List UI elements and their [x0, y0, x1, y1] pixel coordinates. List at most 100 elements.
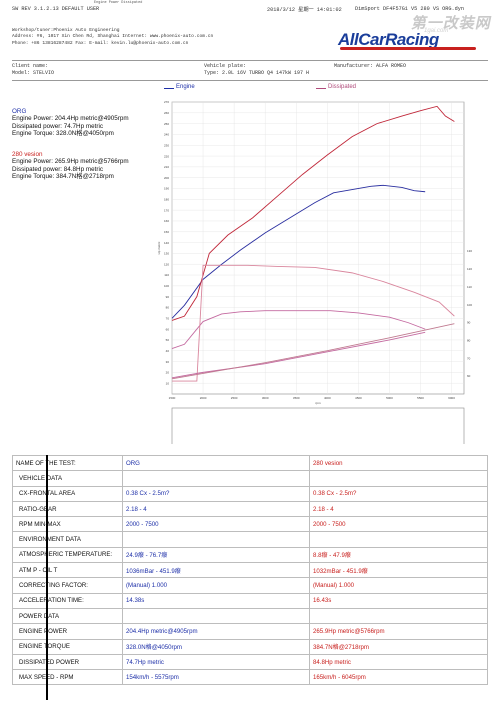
- row-value-280: [309, 531, 488, 548]
- section-label: VEHICLE DATA: [12, 470, 123, 487]
- series-line-org_loss: [171, 331, 426, 379]
- y-tick-label: 140: [164, 241, 169, 245]
- engine-tag: Engine Power Dissipated: [94, 1, 143, 5]
- series-line-v280_loss: [171, 323, 455, 380]
- dyno-chart: 10 20 30 40 50 60 70 80 90 100 110 120 130 140 150 160 1…: [157, 100, 472, 444]
- row-value-280: 265.9Hp metric@5766rpm: [309, 623, 488, 640]
- company-line-2: Address: #6, 1017 Xin Chen Rd, Shanghai …: [12, 34, 214, 40]
- row-value-280: [309, 470, 488, 487]
- report-filename: DimSport DF4F57G1 V5 280 VS ORG.dyn: [355, 6, 464, 12]
- vehicle-type: Type: 2.0L 16V TURBO Q4 147kW 197 H: [204, 70, 310, 76]
- row-label: ATMOSPHERIC TEMPERATURE:: [12, 546, 123, 564]
- summary-org-dissipated: Dissipated power: 74.7Hp metric: [12, 122, 103, 130]
- row-value-org: 2000 - 7500: [122, 516, 310, 533]
- plot-frame: [171, 101, 465, 395]
- table-header-org: ORG: [122, 454, 310, 472]
- table-section-row: VEHICLE DATA: [12, 470, 488, 487]
- y-tick-label: 20: [166, 371, 170, 375]
- y-tick-label: 190: [164, 187, 169, 191]
- y-tick-label: 90: [166, 295, 170, 299]
- row-value-280: 384.7N格@2718rpm: [309, 638, 488, 655]
- table-row: ATM P - OIL T 1036mBar - 451.9癈 1032mBar -…: [12, 562, 488, 579]
- summary-280-power: Engine Power: 265.9Hp metric@5766rpm: [12, 158, 129, 166]
- row-label: ENGINE TORQUE: [12, 638, 123, 655]
- table-row: RATIO-GEAR 2.18 - 4 2.18 - 4: [12, 500, 488, 518]
- x-tick-label: 5000: [386, 396, 393, 400]
- y-tick-label: 230: [164, 143, 169, 147]
- series-line-v280_torque: [172, 264, 455, 382]
- legend-dissipated: Dissipated: [328, 84, 357, 90]
- row-value-org: 74.7Hp metric: [122, 653, 310, 671]
- brand-logo-text: AllCarRacing: [338, 30, 439, 49]
- y-tick-label: 70: [166, 316, 170, 320]
- table-row: CORRECTING FACTOR: (Manual) 1.000 (Manual)…: [12, 577, 488, 594]
- y-tick-label: 80: [166, 306, 170, 310]
- y-tick-label: 120: [164, 262, 169, 266]
- row-label: ATM P - OIL T: [12, 562, 123, 579]
- row-label: CX-FRONTAL AREA: [12, 485, 123, 502]
- row-label: ACCELERATION TIME:: [12, 592, 123, 609]
- company-info: Workshop/tuner:Phoenix Auto Engineering …: [12, 28, 213, 47]
- y-tick-label: 250: [164, 122, 169, 126]
- table-row: RPM MIN-MAX 2000 - 7500 2000 - 7500: [12, 516, 488, 533]
- series-line-v280_power: [171, 105, 455, 321]
- row-value-org: 2.18 - 4: [122, 500, 310, 518]
- row-value-org: 0.38 Cx - 2.5m?: [122, 485, 310, 502]
- row-value-280: [309, 607, 488, 625]
- separator-top: [12, 60, 488, 61]
- x-axis-label: rpm: [315, 401, 321, 405]
- brand-logo: AllCarRacing: [338, 30, 478, 52]
- y-tick-label: 200: [164, 176, 169, 180]
- chart-series: [171, 105, 455, 382]
- right-tick-label: 100: [467, 303, 472, 307]
- row-value-280: 8.8癈 - 47.9癈: [309, 546, 488, 564]
- y-tick-label: 150: [164, 230, 169, 234]
- y-tick-label: 260: [164, 111, 169, 115]
- table-header-280: 280 vesion: [309, 454, 488, 472]
- summary-280-torque: Engine Torque: 384.7N格@2718rpm: [12, 172, 114, 180]
- summary-org-title: ORG: [12, 108, 27, 115]
- table-section-row: POWER DATA: [12, 607, 488, 625]
- table-body: NAME OF THE TEST: ORG 280 vesion VEHICLE…: [12, 454, 488, 686]
- aux-panel-frame: [171, 407, 465, 444]
- y-tick-label: 60: [166, 327, 170, 331]
- x-tick-label: 1500: [169, 396, 176, 400]
- row-value-280: 165km/h - 6045rpm: [309, 669, 488, 686]
- table-row: ENGINE POWER 204.4Hp metric@4905rpm 265.9H…: [12, 623, 488, 640]
- row-value-280: 2000 - 7500: [309, 516, 488, 533]
- y-tick-label: 130: [164, 252, 169, 256]
- table-row: DISSIPATED POWER 74.7Hp metric 84.8Hp metr…: [12, 653, 488, 671]
- x-tick-label: 2500: [231, 396, 238, 400]
- row-value-org: (Manual) 1.000: [122, 577, 310, 594]
- table-divider-bar: [46, 455, 48, 700]
- manufacturer: Manufacturer: ALFA ROMEO: [334, 63, 407, 69]
- row-value-org: [122, 531, 310, 548]
- row-value-280: 84.8Hp metric: [309, 653, 488, 671]
- table-row: CX-FRONTAL AREA 0.38 Cx - 2.5m? 0.38 Cx - …: [12, 485, 488, 502]
- vehicle-meta: Client name: Model: STELVIO Vehicle plat…: [12, 63, 488, 79]
- model: Model: STELVIO: [12, 70, 55, 76]
- summary-280: 280 vesion Engine Power: 265.9Hp metric@…: [12, 151, 129, 180]
- y-tick-label: 220: [164, 154, 169, 158]
- vehicle-plate: Vehicle plate:: [204, 63, 247, 69]
- row-label: RPM MIN-MAX: [12, 516, 123, 533]
- summary-280-title: 280 vesion: [12, 151, 43, 158]
- chart-grid: [171, 101, 465, 444]
- row-value-org: 328.0N格@4050rpm: [122, 638, 310, 655]
- summary-org-power: Engine Power: 204.4Hp metric@4905rpm: [12, 115, 129, 123]
- legend-engine: Engine: [176, 84, 195, 90]
- series-line-org_power: [171, 184, 426, 319]
- right-tick-label: 120: [467, 267, 472, 271]
- summary-280-dissipated: Dissipated power: 84.8Hp metric: [12, 165, 103, 173]
- y-tick-label: 170: [164, 208, 169, 212]
- row-value-org: [122, 470, 310, 487]
- table-row: ENGINE TORQUE 328.0N格@4050rpm 384.7N格@2718…: [12, 638, 488, 655]
- company-line-3: Phone: +86 13816287482 Fax: E-mail: kevi…: [12, 40, 189, 46]
- y-tick-label: 10: [166, 381, 170, 385]
- table-row: ACCELERATION TIME: 14.38s 16.43s: [12, 592, 488, 609]
- table-section-row: ENVIRONMENT DATA: [12, 531, 488, 548]
- row-value-org: 1036mBar - 451.9癈: [122, 562, 310, 579]
- right-tick-label: 60: [467, 374, 471, 378]
- legend-dissipated-swatch: [316, 88, 326, 89]
- right-tick-label: 90: [467, 321, 471, 325]
